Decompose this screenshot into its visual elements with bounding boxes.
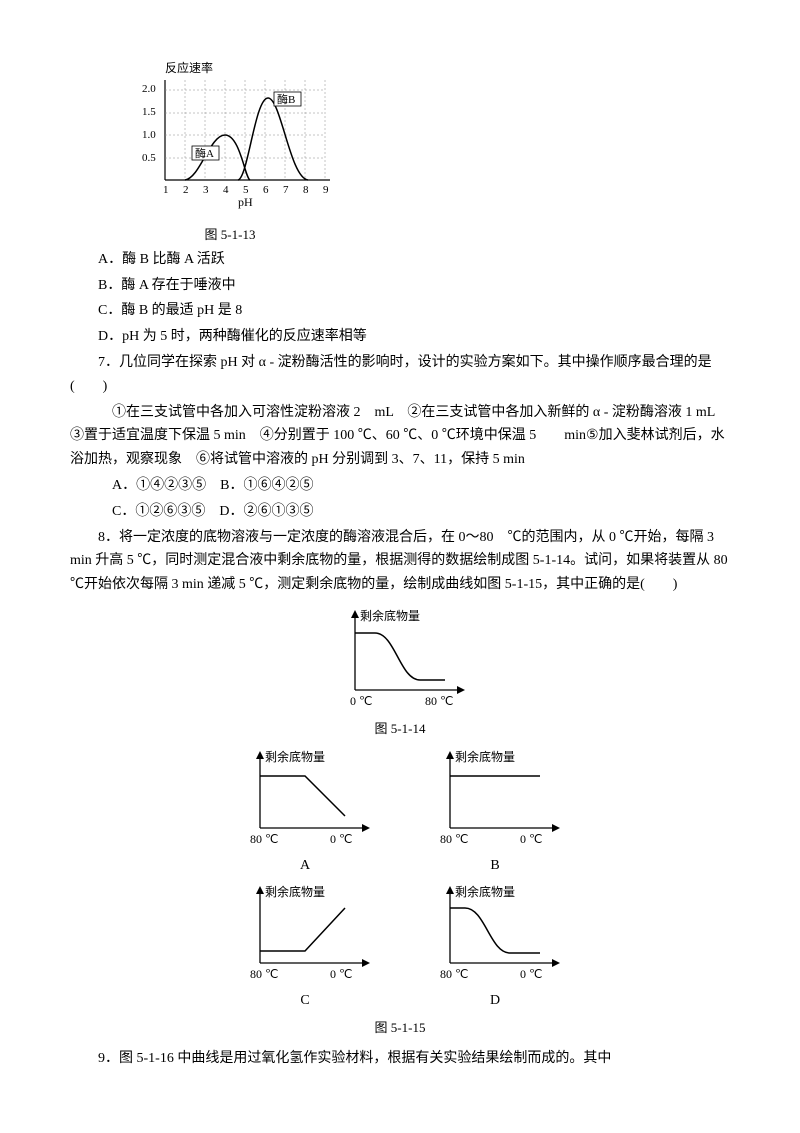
ylabel: 反应速率: [165, 60, 213, 75]
option-graph-d: 剩余底物量 80 ℃ 0 ℃ D: [420, 883, 570, 1013]
svg-text:4: 4: [223, 184, 229, 196]
option-d: D．pH 为 5 时，两种酶催化的反应速率相等: [70, 325, 730, 349]
svg-text:2.0: 2.0: [142, 83, 156, 95]
svg-text:8: 8: [303, 184, 309, 196]
svg-text:9: 9: [323, 184, 329, 196]
svg-text:0 ℃: 0 ℃: [350, 694, 372, 708]
svg-text:0 ℃: 0 ℃: [330, 832, 352, 846]
chart-5-1-13: 反应速率 2.0 1.5 1.0 0.5 1 2 3 4 5 6 7 8 9 p…: [130, 60, 730, 219]
svg-text:80 ℃: 80 ℃: [250, 832, 278, 846]
svg-text:酶B: 酶B: [277, 93, 295, 106]
svg-text:1.0: 1.0: [142, 129, 156, 141]
question-7-opts1: A．①④②③⑤ B．①⑥④②⑤: [70, 474, 730, 498]
svg-text:6: 6: [263, 184, 269, 196]
svg-text:7: 7: [283, 184, 289, 196]
figure-caption-13: 图 5-1-13: [120, 224, 340, 246]
svg-text:0.5: 0.5: [142, 152, 156, 164]
question-7: 7．几位同学在探索 pH 对 α - 淀粉酶活性的影响时，设计的实验方案如下。其…: [70, 351, 730, 399]
figure-caption-15: 图 5-1-15: [70, 1017, 730, 1039]
svg-text:80 ℃: 80 ℃: [250, 967, 278, 981]
svg-text:3: 3: [203, 184, 209, 196]
option-a: A．酶 B 比酶 A 活跃: [70, 248, 730, 272]
svg-text:酶A: 酶A: [195, 147, 214, 160]
option-graph-c: 剩余底物量 80 ℃ 0 ℃ C: [230, 883, 380, 1013]
figure-caption-14: 图 5-1-14: [70, 718, 730, 740]
svg-text:0 ℃: 0 ℃: [520, 967, 542, 981]
svg-text:剩余底物量: 剩余底物量: [360, 608, 420, 623]
option-b: B．酶 A 存在于唾液中: [70, 274, 730, 298]
svg-text:剩余底物量: 剩余底物量: [265, 749, 325, 764]
svg-text:1.5: 1.5: [142, 106, 156, 118]
option-graph-a: 剩余底物量 80 ℃ 0 ℃ A: [230, 748, 380, 878]
option-c: C．酶 B 的最适 pH 是 8: [70, 299, 730, 323]
svg-text:0 ℃: 0 ℃: [330, 967, 352, 981]
question-8: 8．将一定浓度的底物溶液与一定浓度的酶溶液混合后，在 0～80 ℃的范围内，从 …: [70, 526, 730, 597]
question-9: 9．图 5-1-16 中曲线是用过氧化氢作实验材料，根据有关实验结果绘制而成的。…: [70, 1047, 730, 1071]
question-7-body: ①在三支试管中各加入可溶性淀粉溶液 2 mL ②在三支试管中各加入新鲜的 α -…: [70, 401, 730, 472]
svg-text:2: 2: [183, 184, 189, 196]
svg-text:80 ℃: 80 ℃: [425, 694, 453, 708]
svg-text:1: 1: [163, 184, 169, 196]
svg-text:pH: pH: [238, 195, 253, 209]
svg-text:80 ℃: 80 ℃: [440, 832, 468, 846]
options-row-cd: 剩余底物量 80 ℃ 0 ℃ C 剩余底物量 80 ℃ 0 ℃ D: [70, 883, 730, 1013]
options-row-ab: 剩余底物量 80 ℃ 0 ℃ A 剩余底物量 80 ℃ 0 ℃ B: [70, 748, 730, 878]
svg-text:剩余底物量: 剩余底物量: [455, 884, 515, 899]
svg-text:0 ℃: 0 ℃: [520, 832, 542, 846]
option-graph-b: 剩余底物量 80 ℃ 0 ℃ B: [420, 748, 570, 878]
svg-text:剩余底物量: 剩余底物量: [455, 749, 515, 764]
svg-text:80 ℃: 80 ℃: [440, 967, 468, 981]
svg-text:剩余底物量: 剩余底物量: [265, 884, 325, 899]
question-7-opts2: C．①②⑥③⑤ D．②⑥①③⑤: [70, 500, 730, 524]
figure-5-1-14: 剩余底物量 0 ℃ 80 ℃: [70, 605, 730, 715]
